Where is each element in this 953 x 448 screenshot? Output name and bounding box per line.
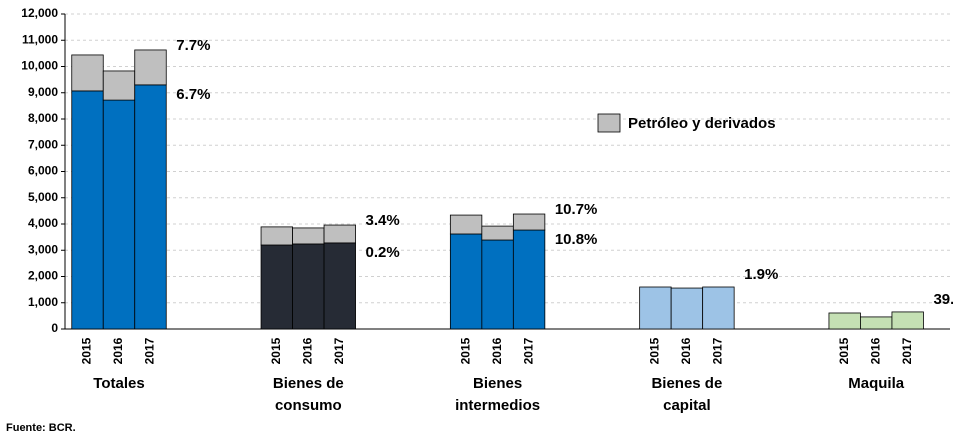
x-tick-label: 2015 xyxy=(269,337,283,364)
bar xyxy=(134,84,167,330)
bar xyxy=(512,213,546,231)
bar xyxy=(292,243,325,330)
y-tick-label: 2,000 xyxy=(28,269,58,283)
bar xyxy=(292,227,325,245)
group-label: Bienes de capital xyxy=(651,375,723,414)
annotation: 7.7% xyxy=(176,37,210,54)
x-tick-label: 2015 xyxy=(458,337,472,364)
x-tick-label: 2016 xyxy=(490,337,504,364)
x-tick-label: 2016 xyxy=(868,337,882,364)
bar xyxy=(71,90,104,330)
bar xyxy=(481,225,514,241)
group-label: Bienes de consumo xyxy=(272,375,344,414)
y-tick-label: 12,000 xyxy=(21,6,58,20)
source: Fuente: BCR. xyxy=(6,422,76,434)
bar xyxy=(891,311,924,330)
annotation: 3.4% xyxy=(366,212,400,229)
group-label: Bienes intermedios xyxy=(455,375,541,414)
annotation: 10.8% xyxy=(555,231,598,248)
x-tick-label: 2016 xyxy=(111,337,125,364)
x-tick-label: 2017 xyxy=(143,337,157,364)
y-tick-label: 0 xyxy=(51,321,58,335)
y-tick-label: 9,000 xyxy=(28,85,58,99)
bar xyxy=(102,99,136,330)
bar xyxy=(512,229,546,330)
x-tick-label: 2016 xyxy=(300,337,314,364)
annotation: 6.7% xyxy=(176,86,210,103)
x-tick-label: 2017 xyxy=(711,337,725,364)
bar xyxy=(102,70,136,101)
bar xyxy=(828,312,861,330)
bar xyxy=(323,242,356,330)
bar xyxy=(860,316,893,330)
annotation: 10.7% xyxy=(555,201,598,218)
x-tick-label: 2015 xyxy=(837,337,851,364)
bar xyxy=(449,233,483,330)
y-tick-label: 7,000 xyxy=(28,137,58,151)
y-tick-label: 11,000 xyxy=(22,32,58,46)
annotation: 0.2% xyxy=(366,244,400,261)
bar xyxy=(481,239,514,330)
annotation: 1.9% xyxy=(744,266,778,283)
annotation: 39.6% xyxy=(933,291,953,308)
y-tick-label: 4,000 xyxy=(28,216,58,230)
x-tick-label: 2015 xyxy=(648,337,662,364)
bar xyxy=(134,49,167,86)
y-tick-label: 8,000 xyxy=(28,111,58,125)
bar xyxy=(71,54,104,92)
y-tick-label: 3,000 xyxy=(28,242,58,256)
bar xyxy=(323,224,356,244)
x-tick-label: 2017 xyxy=(332,337,346,364)
bar xyxy=(449,214,483,235)
bar xyxy=(260,244,293,330)
x-tick-label: 2017 xyxy=(900,337,914,364)
y-tick-label: 6,000 xyxy=(28,164,58,178)
x-tick-label: 2016 xyxy=(679,337,693,364)
group-label: Maquila xyxy=(848,375,905,392)
bar xyxy=(702,286,735,330)
x-tick-label: 2017 xyxy=(521,337,535,364)
y-tick-label: 5,000 xyxy=(28,190,58,204)
legend-label: Petróleo y derivados xyxy=(628,115,776,132)
bar xyxy=(639,286,672,330)
bar xyxy=(670,287,704,330)
x-tick-label: 2015 xyxy=(80,337,94,364)
group-label: Totales xyxy=(93,375,145,392)
legend-swatch xyxy=(597,113,621,133)
y-tick-label: 1,000 xyxy=(28,295,58,309)
y-tick-label: 10,000 xyxy=(21,59,58,73)
bar xyxy=(260,226,293,246)
